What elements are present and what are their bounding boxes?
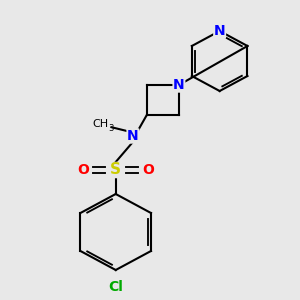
Text: CH: CH: [93, 119, 109, 129]
Text: S: S: [110, 163, 121, 178]
Text: N: N: [127, 129, 139, 143]
Text: N: N: [173, 78, 185, 92]
Text: O: O: [142, 163, 154, 177]
Text: 3: 3: [109, 124, 114, 133]
Text: O: O: [78, 163, 89, 177]
Text: Cl: Cl: [108, 280, 123, 294]
Text: N: N: [214, 24, 226, 38]
